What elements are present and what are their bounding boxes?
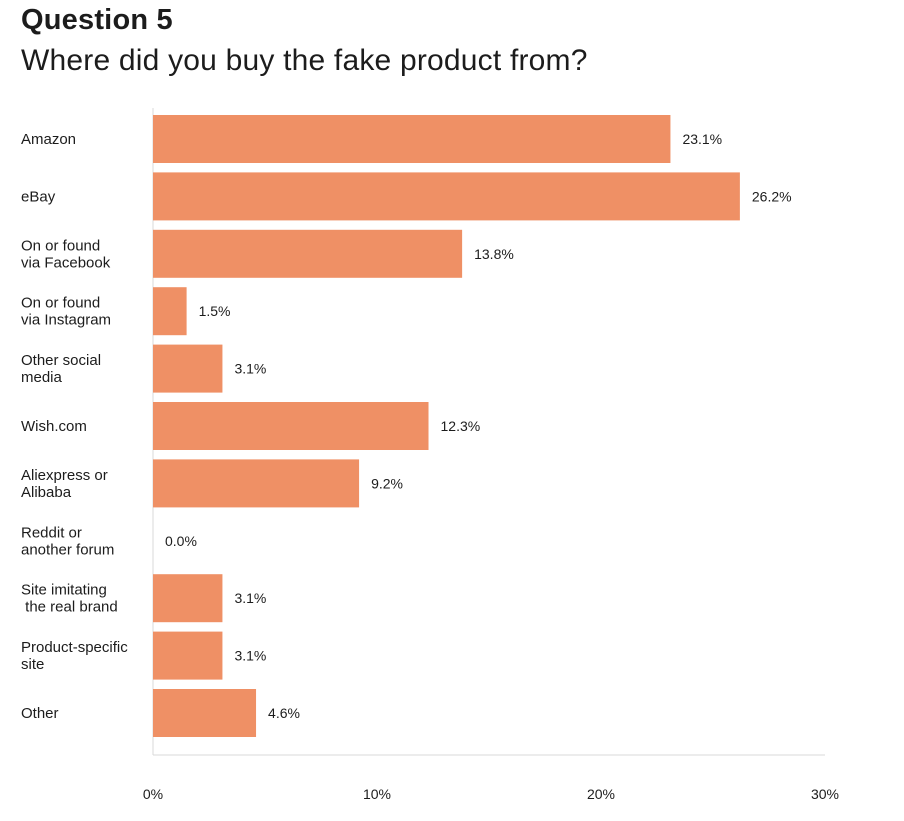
- category-label-line: via Instagram: [21, 312, 111, 329]
- category-label: Reddit or another forum: [21, 524, 114, 558]
- category-label-line: Other: [21, 705, 59, 722]
- x-tick-label: 0%: [143, 786, 163, 802]
- data-label: 3.1%: [234, 648, 266, 664]
- x-tick-label: 30%: [811, 786, 839, 802]
- bar: [153, 459, 360, 508]
- category-label: On or found via Facebook: [21, 237, 111, 271]
- data-label: 12.3%: [441, 418, 481, 434]
- category-label-line: Alibaba: [21, 484, 72, 501]
- data-label: 26.2%: [752, 188, 792, 204]
- category-label-line: Reddit or: [21, 524, 82, 541]
- data-label: 9.2%: [371, 475, 403, 491]
- category-label: Aliexpress or Alibaba: [21, 467, 108, 501]
- data-label: 23.1%: [682, 131, 722, 147]
- category-label-line: On or found: [21, 295, 100, 312]
- x-tick-label: 10%: [363, 786, 391, 802]
- category-label-line: the real brand: [21, 599, 118, 616]
- chart-subtitle: Where did you buy the fake product from?: [21, 44, 588, 77]
- category-label: Wish.com: [21, 418, 87, 435]
- chart-title: Question 5: [21, 4, 173, 36]
- x-tick-label: 20%: [587, 786, 615, 802]
- category-label-line: On or found: [21, 237, 100, 254]
- category-label: Other social media: [21, 352, 101, 386]
- bar: [153, 172, 740, 221]
- bar: [153, 287, 187, 336]
- category-label: On or found via Instagram: [21, 295, 111, 329]
- category-label-line: Wish.com: [21, 418, 87, 435]
- category-label: Product-specific site: [21, 639, 128, 673]
- data-label: 13.8%: [474, 246, 514, 262]
- data-label: 1.5%: [199, 303, 231, 319]
- category-label-line: Product-specific: [21, 639, 128, 656]
- bar: [153, 344, 223, 393]
- category-label-line: Amazon: [21, 131, 76, 148]
- category-label: eBay: [21, 188, 56, 205]
- category-label: Other: [21, 705, 59, 722]
- category-label: Amazon: [21, 131, 76, 148]
- bar: [153, 402, 429, 450]
- category-label: Site imitating the real brand: [21, 582, 118, 616]
- data-label: 0.0%: [165, 533, 197, 549]
- data-label: 4.6%: [268, 705, 300, 721]
- bar: [153, 229, 463, 278]
- category-label-line: another forum: [21, 541, 114, 558]
- category-label-line: eBay: [21, 188, 56, 205]
- category-label-line: Other social: [21, 352, 101, 369]
- data-label: 3.1%: [234, 590, 266, 606]
- bar: [153, 631, 223, 680]
- category-label-line: site: [21, 656, 44, 673]
- category-label-line: media: [21, 369, 63, 386]
- category-label-line: Site imitating: [21, 582, 107, 599]
- bar: [153, 115, 671, 163]
- data-label: 3.1%: [234, 361, 266, 377]
- category-label-line: via Facebook: [21, 254, 111, 271]
- bar: [153, 574, 223, 623]
- category-label-line: Aliexpress or: [21, 467, 108, 484]
- bar: [153, 689, 257, 737]
